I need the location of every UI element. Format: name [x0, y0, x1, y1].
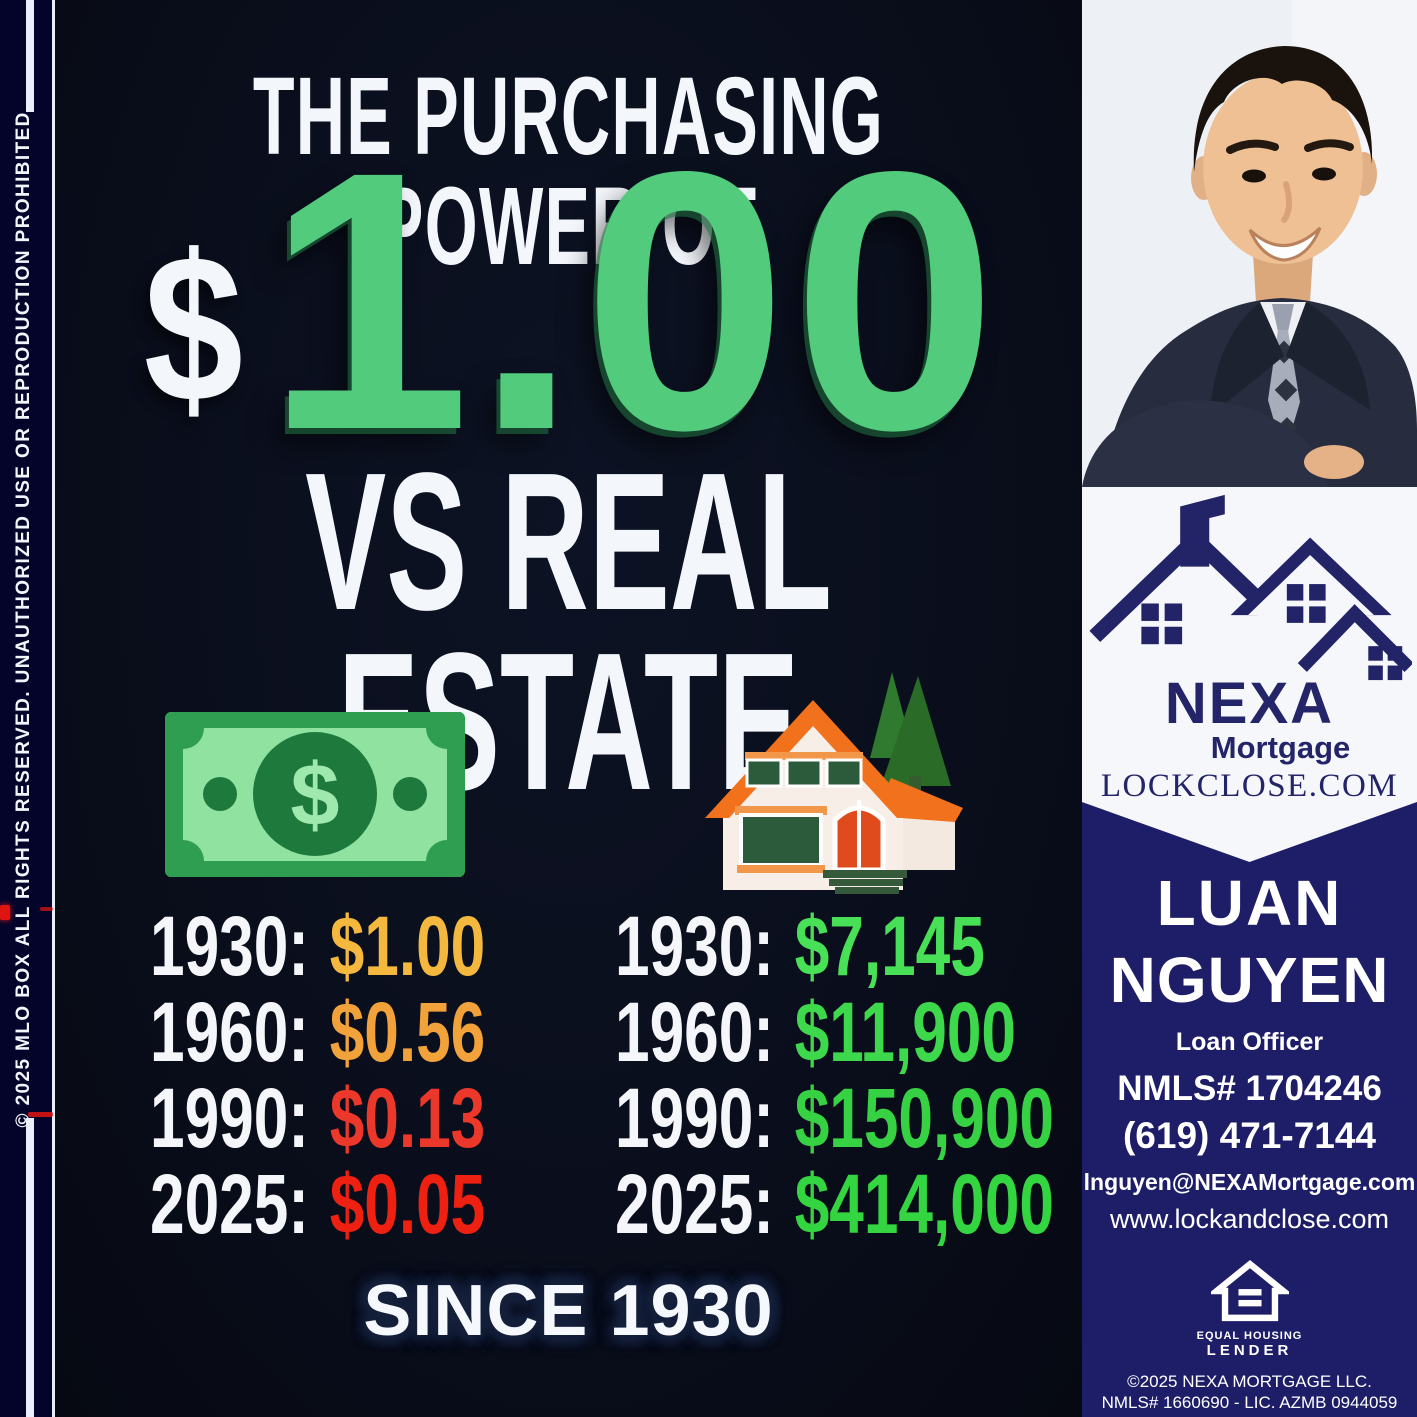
copyright-watermark: © 2025 MLO BOX ALL RIGHTS RESERVED. UNAU…	[13, 104, 34, 1128]
year-label: 2025:	[150, 1157, 309, 1251]
year-label: 1990:	[150, 1071, 309, 1165]
agent-first-name: LUAN	[1156, 867, 1343, 939]
agent-website: www.lockandclose.com	[1109, 1204, 1390, 1234]
agent-info: LUAN NGUYEN Loan Officer NMLS# 1704246 (…	[1082, 866, 1417, 1417]
dollar-year-row: 1960: $0.56	[150, 989, 485, 1075]
brand-sub: Mortgage	[1210, 730, 1351, 765]
dollar-value: $0.13	[329, 1071, 486, 1165]
dollar-value: $0.56	[329, 985, 486, 1079]
real-estate-year-row: 1990: $150,900	[615, 1075, 1054, 1161]
real-estate-year-row: 2025: $414,000	[615, 1161, 1054, 1247]
red-glitch-mark	[0, 905, 10, 920]
real-estate-value: $7,145	[794, 899, 985, 993]
brand-name: NEXA	[1164, 671, 1335, 736]
real-estate-value: $414,000	[794, 1157, 1054, 1251]
legal-text: ©2025 NEXA MORTGAGE LLC. NMLS# 1660690 -…	[1082, 1371, 1417, 1413]
ehl-label-2: LENDER	[1206, 1342, 1293, 1359]
real-estate-value: $150,900	[794, 1071, 1054, 1165]
equal-housing-lender-icon: EQUAL HOUSING LENDER	[1082, 1259, 1417, 1359]
svg-text:$: $	[291, 745, 340, 844]
left-watermark-rail: © 2025 MLO BOX ALL RIGHTS RESERVED. UNAU…	[0, 0, 55, 1417]
agent-sidebar: NEXA Mortgage LOCKCLOSE.COM LUAN NGUYEN …	[1082, 0, 1417, 1417]
red-glitch-mark	[28, 1112, 53, 1117]
rail-dash-top	[26, 0, 34, 112]
house-icon	[685, 658, 965, 906]
headline-line1: THE PURCHASING POWER OF	[252, 55, 885, 288]
year-label: 1960:	[150, 985, 309, 1079]
agent-email: lnguyen@NEXAMortgage.com	[1083, 1169, 1416, 1195]
agent-photo	[1082, 0, 1417, 487]
real-estate-value-list: 1930: $7,145 1960: $11,900 1990: $150,900 2…	[615, 903, 1208, 1247]
agent-phone: (619) 471-7144	[1122, 1115, 1377, 1156]
brand-card: NEXA Mortgage LOCKCLOSE.COM	[1082, 487, 1417, 862]
since-label: SINCE 1930	[363, 1271, 774, 1351]
amount-value: 1.00	[265, 95, 1003, 506]
dollar-year-row: 1990: $0.13	[150, 1075, 485, 1161]
dollar-value: $1.00	[329, 899, 486, 993]
year-label: 1930:	[150, 899, 309, 993]
dollar-value-list: 1930: $1.00 1960: $0.56 1990: $0.13 2025: $0…	[150, 903, 603, 1247]
legal-license: NMLS# 1660690 - LIC. AZMB 0944059	[1101, 1393, 1398, 1412]
year-label: 1990:	[615, 1071, 774, 1165]
agent-title: Loan Officer	[1175, 1028, 1324, 1056]
infographic-main: THE PURCHASING POWER OF $ 1.00 VS REAL E…	[55, 0, 1082, 1417]
agent-nmls: NMLS# 1704246	[1117, 1069, 1382, 1108]
legal-copyright: ©2025 NEXA MORTGAGE LLC.	[1127, 1372, 1372, 1391]
real-estate-year-row: 1930: $7,145	[615, 903, 1054, 989]
brand-domain: LOCKCLOSE.COM	[1100, 768, 1399, 804]
year-label: 2025:	[615, 1157, 774, 1251]
dollar-bill-icon: $	[162, 707, 468, 882]
year-label: 1960:	[615, 985, 774, 1079]
red-glitch-mark	[40, 907, 53, 911]
ehl-label-1: EQUAL HOUSING	[1196, 1330, 1303, 1342]
headline-amount: $ 1.00	[55, 95, 1082, 506]
dollar-year-row: 1930: $1.00	[150, 903, 485, 989]
year-label: 1930:	[615, 899, 774, 993]
real-estate-value: $11,900	[794, 985, 1016, 1079]
nexa-houses-icon	[1082, 491, 1417, 688]
rail-dash-bottom	[26, 1118, 34, 1417]
real-estate-year-row: 1960: $11,900	[615, 989, 1054, 1075]
dollar-sign: $	[143, 211, 244, 446]
dollar-value: $0.05	[329, 1157, 486, 1251]
agent-last-name: NGUYEN	[1109, 944, 1390, 1016]
rail-divider-line	[52, 0, 55, 1417]
dollar-year-row: 2025: $0.05	[150, 1161, 485, 1247]
